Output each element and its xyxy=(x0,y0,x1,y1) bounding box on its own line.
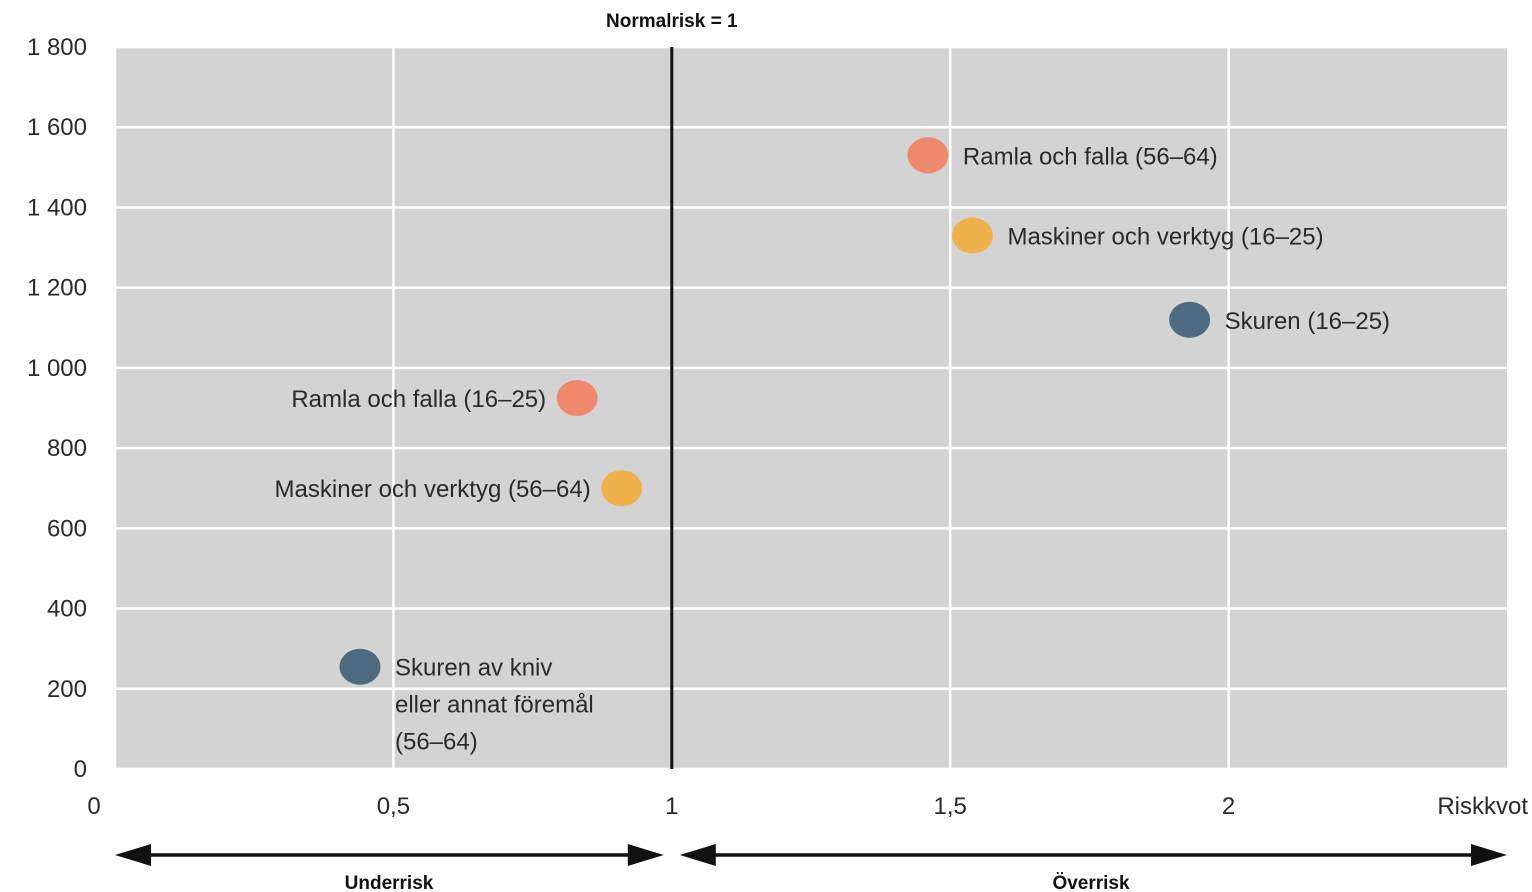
y-tick-label: 1 000 xyxy=(27,355,87,382)
arrow-head-right xyxy=(627,844,664,866)
y-tick-label: 800 xyxy=(47,435,87,462)
data-point xyxy=(339,648,381,685)
arrow-head-right xyxy=(1471,844,1507,866)
plot-background xyxy=(115,47,1507,769)
point-label: Maskiner och verktyg (56–64) xyxy=(275,476,591,503)
point-label: Maskiner och verktyg (16–25) xyxy=(1007,224,1323,251)
data-point xyxy=(601,470,643,507)
x-tick-label: 0,5 xyxy=(377,793,410,820)
range-label: Överrisk xyxy=(1052,873,1130,892)
x-tick-label: 2 xyxy=(1222,793,1235,820)
risk-ranges: Underrisk Överrisk xyxy=(115,844,1507,892)
y-tick-label: 600 xyxy=(47,515,87,542)
y-tick-label: 1 200 xyxy=(27,275,87,302)
data-point xyxy=(907,137,949,174)
normalrisk-label: Normalrisk = 1 xyxy=(606,11,738,32)
data-point xyxy=(1169,301,1211,338)
data-point xyxy=(951,217,993,254)
point-label: Skuren (16–25) xyxy=(1225,308,1390,335)
x-tick-label: 0 xyxy=(87,793,100,820)
point-label: Ramla och falla (16–25) xyxy=(291,386,546,413)
x-axis-title: Riskkvot xyxy=(1437,793,1528,820)
grid-lines xyxy=(113,45,1507,771)
y-tick-label: 1 600 xyxy=(27,114,87,141)
x-tick-label: 1 xyxy=(665,793,678,820)
y-axis-ticks: 0 200 400 600 800 1 000 1 200 1 400 1 600 1 800 xyxy=(27,34,87,783)
y-tick-label: 200 xyxy=(47,676,87,703)
y-tick-label: 1 800 xyxy=(27,34,87,61)
x-tick-label: 1,5 xyxy=(934,793,967,820)
y-tick-label: 1 400 xyxy=(27,194,87,221)
range-label: Underrisk xyxy=(345,873,434,892)
y-tick-label: 400 xyxy=(47,596,87,623)
point-label: Skuren av kniv eller annat föremål (56–64) xyxy=(395,655,594,756)
arrow-head-left xyxy=(115,844,151,866)
arrow-head-left xyxy=(679,844,716,866)
data-point xyxy=(556,379,598,416)
y-tick-label: 0 xyxy=(74,756,87,783)
x-axis-ticks: 0 0,5 1 1,5 2 xyxy=(87,793,1235,820)
data-points: Ramla och falla (56–64) Maskiner och verk… xyxy=(275,137,1390,756)
point-label: Ramla och falla (56–64) xyxy=(963,143,1218,170)
